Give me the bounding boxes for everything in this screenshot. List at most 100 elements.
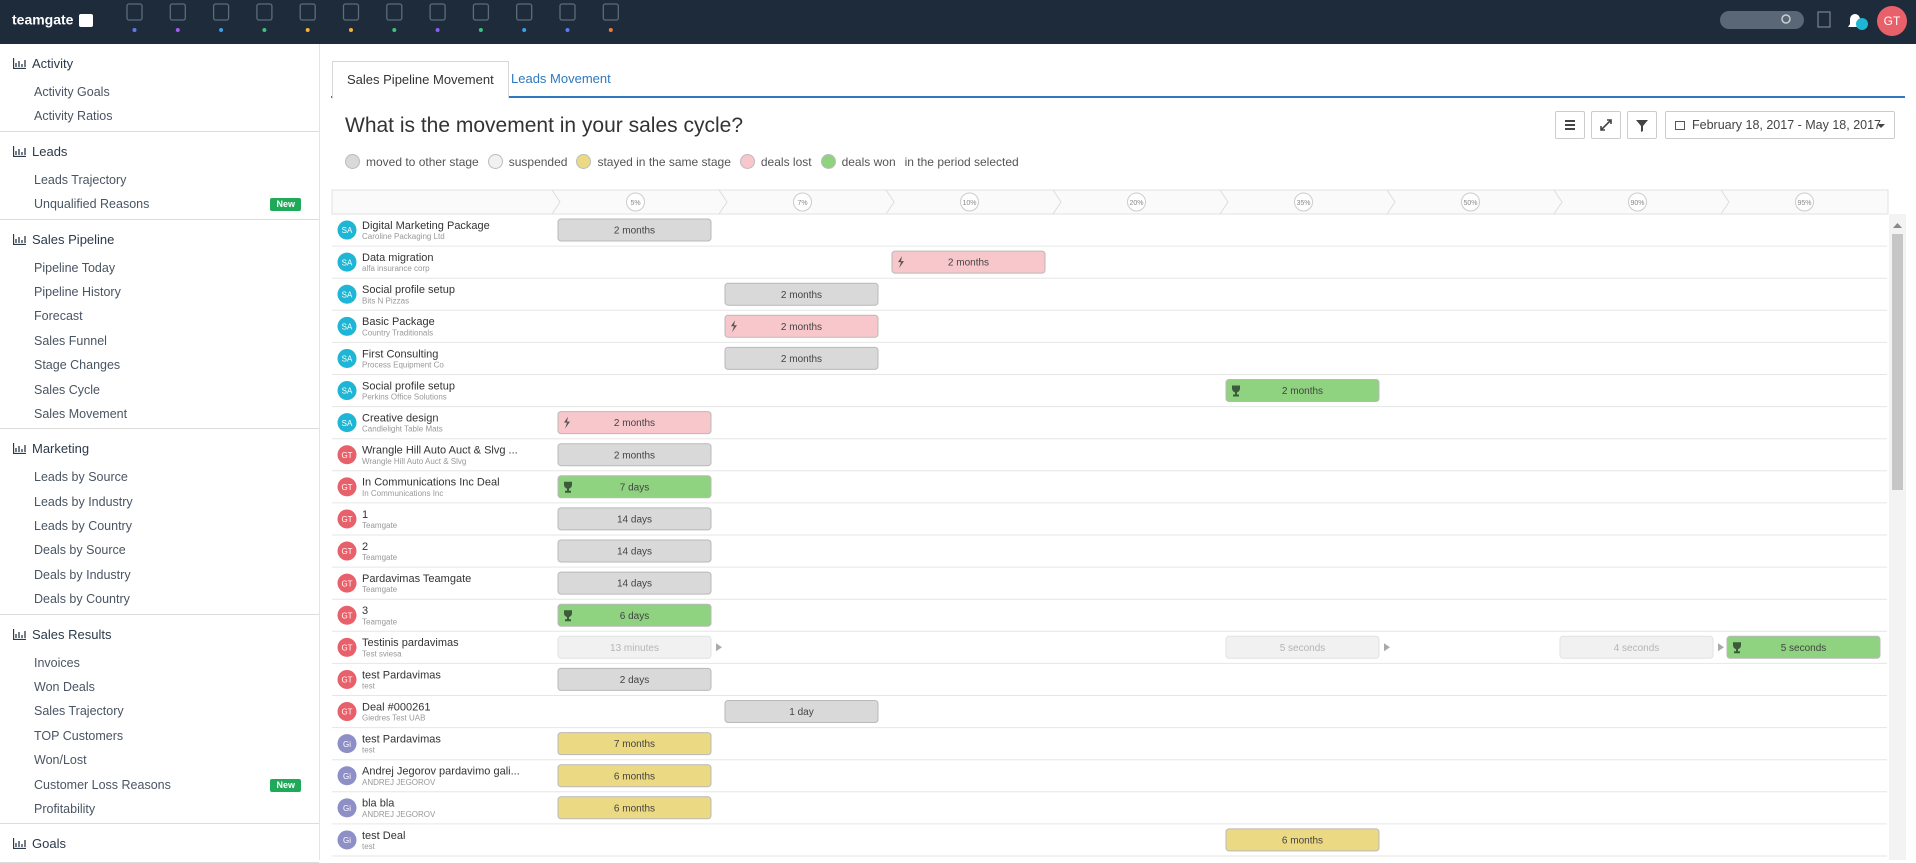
deal-name[interactable]: Basic Package (362, 316, 435, 328)
nav-icon[interactable] (342, 3, 360, 21)
deal-name[interactable]: Data migration (362, 252, 434, 264)
stage-badge (1294, 192, 1313, 212)
sidebar-item[interactable]: Leads by Country (0, 514, 319, 538)
nav-icon[interactable] (386, 3, 403, 21)
sidebar-section: Sales Pipeline Pipeline Today Pipeline His… (0, 220, 319, 430)
sidebar-item[interactable]: Sales Movement (0, 402, 319, 426)
sidebar-item[interactable]: Leads by Industry (0, 490, 319, 514)
deal-name[interactable]: First Consulting (362, 348, 438, 360)
sidebar-item[interactable]: Deals by Country (0, 587, 319, 611)
section-header[interactable]: Marketing (0, 433, 319, 465)
logo[interactable]: teamgate (12, 12, 74, 28)
sidebar-item[interactable]: Pipeline History (0, 280, 319, 304)
nav-icon[interactable] (559, 3, 576, 21)
sidebar-item[interactable]: Sales Cycle (0, 378, 319, 402)
nav-icon[interactable] (516, 3, 533, 21)
avatar-text: Gi (343, 772, 351, 781)
section-title: Sales Results (32, 626, 112, 642)
movement-bar (724, 314, 879, 338)
deal-name[interactable]: Wrangle Hill Auto Auct & Slvg ... (362, 445, 518, 457)
tab[interactable]: Leads Movement (511, 71, 611, 86)
item-label: Pipeline Today (34, 260, 116, 275)
sidebar-item[interactable]: Won Deals (0, 675, 319, 699)
sidebar-item[interactable]: Forecast (0, 304, 319, 328)
filter-button[interactable] (1627, 111, 1657, 139)
movement-bar (724, 700, 879, 723)
deal-name[interactable]: Deal #000261 (362, 701, 431, 713)
sidebar-item[interactable]: Deals by Industry (0, 563, 319, 587)
tab[interactable]: Sales Pipeline Movement (332, 61, 509, 99)
company-name: ANDREJ JEGOROV (362, 778, 436, 787)
deal-name[interactable]: Social profile setup (362, 284, 455, 296)
deal-name[interactable]: bla bla (362, 798, 395, 810)
deal-name[interactable]: 1 (362, 509, 368, 521)
scroll-thumb[interactable] (1892, 234, 1903, 490)
deal-name[interactable]: Andrej Jegorov pardavimo gali... (362, 766, 520, 778)
nav-icon[interactable] (299, 3, 316, 21)
section-header[interactable]: Sales Pipeline (0, 224, 319, 256)
movement-duration: 2 months (781, 354, 822, 365)
deal-name[interactable]: 3 (362, 605, 368, 617)
nav-icon[interactable] (126, 3, 143, 21)
scroll-arrow (1893, 223, 1902, 228)
user-avatar[interactable] (1877, 6, 1907, 36)
section-header[interactable]: Activity (0, 48, 319, 80)
nav-icon[interactable] (256, 3, 273, 21)
deal-name[interactable]: Digital Marketing Package (362, 220, 490, 232)
deal-name[interactable]: Testinis pardavimas (362, 637, 459, 649)
sidebar-item[interactable]: Leads by Source (0, 465, 319, 489)
sidebar-item[interactable]: Pipeline Today (0, 256, 319, 280)
sidebar-item[interactable]: Profitability (0, 797, 319, 821)
report-title: What is the movement in your sales cycle… (345, 114, 743, 137)
sidebar-item[interactable]: Sales Funnel (0, 329, 319, 353)
deal-name[interactable]: Pardavimas Teamgate (362, 573, 471, 585)
avatar (337, 573, 357, 593)
sidebar-item[interactable]: Customer Loss Reasons New (0, 773, 319, 797)
deal-name[interactable]: In Communications Inc Deal (362, 477, 500, 489)
sidebar-item[interactable]: Won/Lost (0, 748, 319, 772)
avatar-text: SA (342, 226, 353, 235)
nav-dot (262, 28, 267, 32)
deal-name[interactable]: Creative design (362, 413, 438, 425)
item-label: Sales Cycle (34, 382, 100, 397)
section-header[interactable]: Sales Results (0, 619, 319, 651)
sidebar-item[interactable]: Unqualified Reasons New (0, 192, 319, 216)
item-label: Customer Loss Reasons (34, 777, 171, 792)
section-header[interactable]: Leads (0, 136, 319, 168)
sidebar-item[interactable]: Activity Goals (0, 80, 319, 104)
expand-button[interactable] (1591, 111, 1621, 139)
legend-swatch (739, 154, 755, 169)
sidebar-item[interactable]: Deals by Source (0, 538, 319, 562)
company-name: Perkins Office Solutions (362, 393, 447, 402)
nav-icon[interactable] (429, 3, 446, 21)
nav-icon[interactable] (602, 3, 619, 21)
sidebar-item[interactable]: Activity Ratios (0, 104, 319, 128)
date-range-button[interactable]: February 18, 2017 - May 18, 2017 (1665, 111, 1895, 139)
movement-duration: 2 months (614, 450, 655, 461)
deal-name[interactable]: test Deal (362, 830, 405, 842)
search-box[interactable] (1720, 11, 1804, 29)
movement-duration: 4 seconds (1614, 643, 1660, 654)
doc-icon[interactable] (1817, 11, 1831, 28)
badge: New (270, 778, 301, 792)
deal-name[interactable]: Social profile setup (362, 380, 455, 392)
deal-name[interactable]: test Pardavimas (362, 734, 441, 746)
sidebar-item[interactable]: Invoices (0, 651, 319, 675)
sidebar-item[interactable]: Stage Changes (0, 353, 319, 377)
avatar-text: SA (342, 387, 353, 396)
avatar-text: GT (341, 676, 352, 685)
nav-icon[interactable] (169, 3, 186, 21)
stage-label: 20% (1129, 200, 1143, 207)
sidebar-item[interactable]: Leads Trajectory (0, 168, 319, 192)
nav-icon[interactable] (472, 3, 490, 21)
list-button[interactable] (1555, 111, 1585, 139)
avatar (337, 766, 357, 786)
sidebar-item[interactable]: TOP Customers (0, 724, 319, 748)
item-label: Sales Funnel (34, 333, 107, 348)
deal-name[interactable]: 2 (362, 541, 368, 553)
section-header[interactable]: Goals (0, 828, 319, 860)
sidebar-item[interactable]: Sales Trajectory (0, 699, 319, 723)
won-icon (564, 610, 572, 622)
deal-name[interactable]: test Pardavimas (362, 669, 441, 681)
nav-icon[interactable] (212, 3, 230, 21)
